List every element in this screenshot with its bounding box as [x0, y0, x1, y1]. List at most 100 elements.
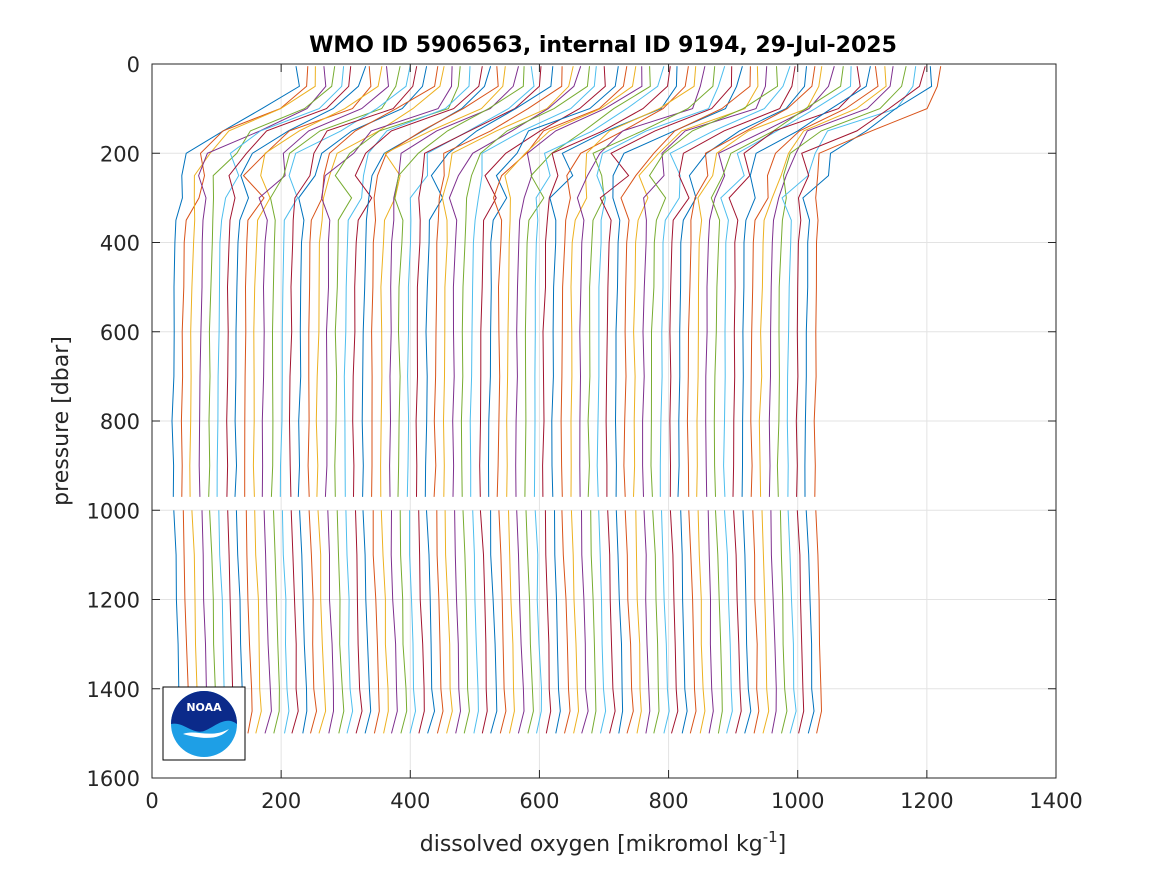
profile-line — [409, 510, 417, 734]
ticks: 0 200 400 600 800 1000 1200 1400 0 200 400 600 800 10… — [87, 53, 1083, 813]
profile-line — [448, 66, 582, 497]
profile-line — [612, 66, 743, 497]
x-tick-label: 400 — [390, 789, 430, 813]
noaa-logo-icon: NOAA — [162, 686, 246, 761]
profile-line — [498, 510, 507, 734]
profile-line — [758, 66, 887, 497]
profile-line — [462, 510, 470, 734]
profile-line — [436, 510, 444, 734]
profile-line — [770, 510, 777, 734]
profile-line — [776, 66, 907, 497]
profile-line — [380, 66, 506, 497]
profile-line — [288, 66, 418, 497]
profile-line — [620, 66, 751, 497]
profile-line — [460, 66, 590, 497]
profile-line — [390, 510, 398, 734]
profile-line — [720, 66, 852, 497]
profile-line — [208, 66, 336, 497]
profile-line — [781, 66, 917, 497]
profile-line — [254, 510, 262, 734]
profile-line — [728, 66, 861, 497]
profile-line — [487, 66, 619, 497]
profile-line — [680, 510, 688, 734]
profile-line — [686, 66, 816, 497]
profile-line — [599, 66, 733, 497]
y-tick-label: 1200 — [87, 589, 140, 613]
profile-line — [752, 510, 760, 734]
profile-line — [779, 510, 788, 734]
profile-line — [245, 510, 253, 734]
x-tick-label: 200 — [261, 789, 301, 813]
profile-line — [343, 66, 471, 497]
profile-line — [171, 66, 300, 497]
profile-line — [677, 66, 807, 497]
y-tick-label: 1000 — [87, 499, 140, 523]
profile-line — [534, 510, 543, 734]
profile-line — [710, 66, 844, 497]
profile-line — [624, 510, 634, 734]
profile-line — [242, 66, 372, 497]
profile-line — [525, 510, 534, 734]
y-tick-label: 400 — [100, 232, 140, 256]
y-tick-label: 600 — [100, 321, 140, 345]
y-tick-label: 800 — [100, 410, 140, 434]
profile-line — [492, 66, 628, 497]
profile-line — [648, 66, 779, 497]
profile-line — [317, 510, 327, 734]
profile-line — [352, 66, 483, 497]
profile-line — [180, 66, 309, 497]
profile-line — [252, 66, 383, 497]
profile-line — [787, 510, 797, 734]
profile-line — [696, 66, 823, 497]
profile-line — [418, 510, 425, 734]
profile-line — [590, 510, 597, 734]
noaa-logo-text: NOAA — [186, 701, 222, 714]
profile-line — [515, 66, 643, 497]
profile-line — [371, 66, 499, 497]
profile-line — [554, 510, 561, 734]
profile-line — [581, 510, 589, 734]
profile-line — [576, 66, 706, 497]
profile-line — [299, 510, 308, 734]
profile-line — [761, 510, 770, 734]
profile-line — [216, 66, 345, 497]
profile-line — [472, 510, 479, 734]
profile-line — [336, 510, 345, 734]
grid — [151, 63, 1057, 779]
profile-line — [570, 510, 580, 734]
profile-line — [659, 66, 791, 497]
profile-line — [399, 510, 408, 734]
profile-line — [669, 510, 679, 734]
profile-line — [652, 510, 660, 734]
profile-line — [750, 66, 879, 497]
profile-line — [795, 66, 926, 497]
x-tick-label: 600 — [519, 789, 559, 813]
profile-line — [570, 66, 697, 497]
profile-line — [297, 66, 428, 497]
profile-line — [733, 510, 742, 734]
profile-line — [815, 510, 823, 734]
profile-line — [307, 66, 439, 497]
profile-line — [508, 510, 515, 734]
profile-line — [380, 510, 389, 734]
profile-line — [394, 66, 525, 497]
profile-line — [715, 510, 723, 734]
profile-line — [741, 66, 871, 497]
profile-line — [796, 510, 805, 734]
profile-line — [433, 66, 563, 497]
profile-line — [724, 510, 733, 734]
x-tick-label: 0 — [145, 789, 158, 813]
x-tick-label: 1200 — [900, 789, 953, 813]
x-axis-label: dissolved oxygen [mikromol kg-1] — [420, 828, 787, 857]
profile-line — [389, 66, 519, 497]
profile-line — [479, 66, 606, 497]
profile-line — [273, 510, 280, 734]
profile-line — [469, 66, 597, 497]
profile-line — [279, 66, 411, 497]
profile-line — [315, 66, 445, 497]
profile-line — [560, 66, 689, 497]
profile-line — [362, 510, 372, 734]
profile-line — [587, 66, 716, 497]
profile-line — [661, 510, 670, 734]
